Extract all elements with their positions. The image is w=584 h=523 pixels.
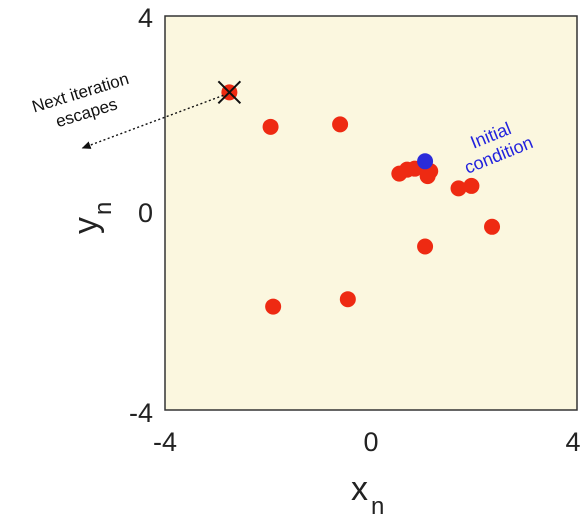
x-axis-label-sub: n [371,493,384,520]
y-tick-label: -4 [129,398,153,428]
iterate-point [262,118,279,135]
y-axis-label: y n [67,202,117,234]
iterate-point [484,218,501,235]
x-axis-label-main: x [351,470,368,508]
y-axis-label-sub: n [90,202,117,215]
x-axis-label: x n [351,470,384,520]
iterate-point [339,291,356,308]
x-tick-label: 4 [565,427,580,457]
data-marks [81,80,501,315]
initial-condition-point [417,153,434,170]
iterate-point [265,298,282,315]
x-tick-label: -4 [153,427,177,457]
escape-x-marker [217,80,242,105]
iterate-point [450,180,467,197]
plot-area [164,15,578,411]
iterate-point [463,177,480,194]
iterate-point [417,238,434,255]
y-tick-label: 0 [138,198,153,228]
x-tick-label: 0 [363,427,378,457]
y-axis-label-main: y [67,217,105,234]
escape-annotation: Next iteration escapes [30,69,131,131]
y-tick-label: 4 [138,3,153,33]
iterate-point [332,116,349,133]
